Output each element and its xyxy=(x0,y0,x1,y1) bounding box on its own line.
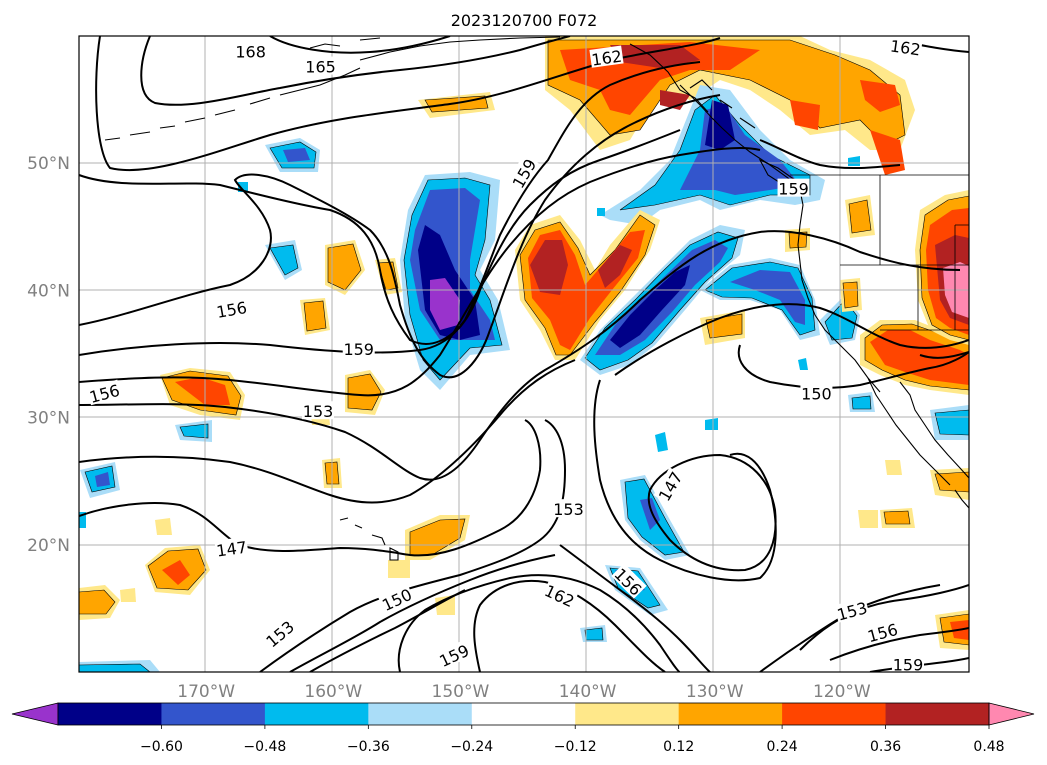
lon-label: 150°W xyxy=(432,682,490,702)
colorbar-tick-label: −0.60 xyxy=(140,739,183,755)
lon-label: 140°W xyxy=(559,682,617,702)
contour-label: 159 xyxy=(777,178,810,199)
colorbar-extend-low xyxy=(11,702,59,726)
contour-label: 165 xyxy=(304,56,337,77)
contour-label: 153 xyxy=(552,499,585,519)
colorbar-cell xyxy=(161,703,266,725)
lat-label: 20°N xyxy=(27,536,70,556)
contour-label-text: 153 xyxy=(553,500,584,519)
contour-label-text: 159 xyxy=(893,655,924,674)
colorbar-tick-label: 0.24 xyxy=(767,739,798,755)
longitude-labels: 170°W 160°W 150°W 140°W 130°W 120°W xyxy=(177,682,871,702)
colorbar-extend-high xyxy=(988,702,1035,726)
colorbar-cell xyxy=(471,703,576,725)
lon-label: 130°W xyxy=(686,682,744,702)
lon-label: 170°W xyxy=(177,682,235,702)
colorbar-outline xyxy=(57,702,990,726)
contour-label-text: 168 xyxy=(235,42,266,61)
colorbar-tick-label: −0.48 xyxy=(243,739,286,755)
colorbar-cells xyxy=(11,702,1035,726)
colorbar-cell xyxy=(678,703,783,725)
contour-label: 159 xyxy=(891,654,924,674)
lat-label: 50°N xyxy=(27,154,70,174)
contour-label-text: 159 xyxy=(778,180,809,199)
contour-label: 168 xyxy=(234,41,267,61)
contour-label: 150 xyxy=(800,383,833,403)
colorbar-tick-label: −0.12 xyxy=(554,739,597,755)
contour-label-text: 162 xyxy=(590,47,623,70)
colorbar-cell xyxy=(575,703,680,725)
lat-label: 40°N xyxy=(27,281,70,301)
colorbar-ticks: −0.60 −0.48 −0.36 −0.24 −0.12 0.12 0.24 0.36 0.4… xyxy=(140,725,1005,755)
map-title: 2023120700 F072 xyxy=(451,11,598,30)
colorbar-cell xyxy=(782,703,887,725)
contour-label: 153 xyxy=(302,401,335,421)
lat-label: 30°N xyxy=(27,409,70,429)
colorbar-cell xyxy=(885,703,990,725)
colorbar-tick-label: 0.48 xyxy=(973,739,1004,755)
contour-label: 147 xyxy=(214,536,249,561)
contour-label-text: 153 xyxy=(303,402,334,421)
contour-label: 159 xyxy=(342,338,375,359)
contour-label-text: 162 xyxy=(889,36,922,59)
contour-label-text: 147 xyxy=(215,538,248,561)
latitude-labels: 50°N 40°N 30°N 20°N xyxy=(27,154,70,556)
colorbar-cell xyxy=(368,703,473,725)
colorbar-tick-label: −0.24 xyxy=(450,739,493,755)
contour-label-text: 150 xyxy=(801,384,832,403)
contour-label-text: 165 xyxy=(305,58,336,77)
colorbar: −0.60 −0.48 −0.36 −0.24 −0.12 0.12 0.24 0.36 0.4… xyxy=(11,702,1035,755)
colorbar-cell xyxy=(58,703,162,725)
contour-label: 156 xyxy=(86,379,122,407)
colorbar-cell xyxy=(264,703,369,725)
contour-label: 162 xyxy=(888,36,923,59)
map-frame xyxy=(78,35,970,673)
filled-anomaly-layer xyxy=(79,36,969,672)
colorbar-tick-label: 0.12 xyxy=(663,739,694,755)
colorbar-tick-label: −0.36 xyxy=(347,739,390,755)
contour-label-text: 159 xyxy=(343,340,374,359)
colorbar-tick-label: 0.36 xyxy=(870,739,901,755)
lon-label: 120°W xyxy=(813,682,871,702)
contour-label: 162 xyxy=(589,45,624,70)
lon-label: 160°W xyxy=(304,682,362,702)
